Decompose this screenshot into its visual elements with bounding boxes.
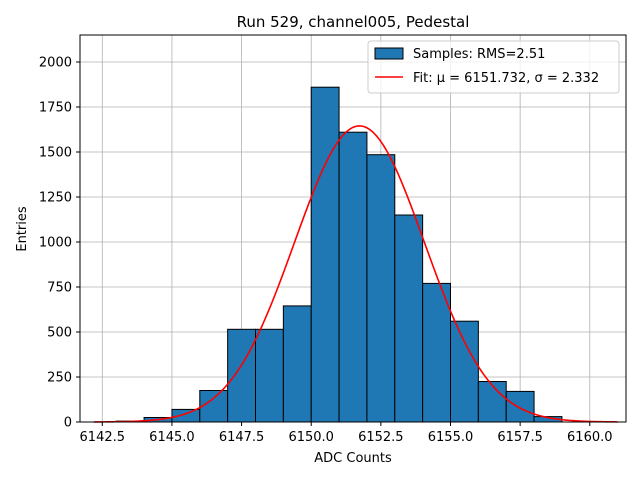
x-tick-label: 6147.5 [219, 430, 265, 445]
y-tick-label: 1500 [39, 146, 72, 161]
histogram-bar [310, 86, 340, 423]
y-ticks: 0 250 500 750 1000 1250 1500 1750 2000 [39, 56, 80, 431]
histogram-bar [227, 328, 256, 423]
x-tick-label: 6150.0 [288, 430, 334, 445]
y-tick-label: 1250 [39, 191, 72, 206]
legend-label-fit: Fit: μ = 6151.732, σ = 2.332 [413, 71, 599, 86]
x-tick-label: 6152.5 [358, 430, 404, 445]
histogram-bar [422, 282, 451, 423]
histogram-bar [338, 131, 368, 423]
x-tick-label: 6142.5 [80, 430, 126, 445]
y-tick-label: 0 [64, 416, 72, 431]
y-tick-label: 1750 [39, 101, 72, 116]
plot-frame [79, 34, 627, 423]
histogram-bar [366, 154, 396, 423]
x-ticks: 6142.5 6145.0 6147.5 6150.0 6152.5 6155.0 6157… [80, 422, 613, 445]
legend-swatch-samples [374, 47, 404, 60]
y-tick-label: 750 [47, 281, 72, 296]
y-tick-label: 1000 [39, 236, 72, 251]
fit-curve [93, 125, 618, 423]
legend-box [367, 40, 620, 94]
x-tick-label: 6157.5 [497, 430, 543, 445]
histogram-bar [199, 390, 229, 423]
legend: Samples: RMS=2.51 Fit: μ = 6151.732, σ =… [367, 40, 620, 94]
chart-title: Run 529, channel005, Pedestal [237, 13, 470, 31]
x-tick-label: 6145.0 [149, 430, 195, 445]
histogram-bar [255, 328, 284, 423]
histogram-bars [115, 86, 563, 423]
histogram-bar [477, 381, 507, 423]
x-tick-label: 6155.0 [428, 430, 474, 445]
y-tick-label: 500 [47, 326, 72, 341]
histogram-bar [505, 390, 535, 423]
histogram-bar [394, 214, 424, 423]
legend-label-samples: Samples: RMS=2.51 [413, 47, 545, 62]
histogram-bar [282, 305, 312, 423]
y-axis-label: Entries [15, 206, 30, 252]
y-tick-label: 250 [47, 371, 72, 386]
histogram-bar [450, 320, 479, 423]
x-axis-label: ADC Counts [314, 451, 392, 466]
y-tick-label: 2000 [39, 56, 72, 71]
x-tick-label: 6160.0 [567, 430, 613, 445]
